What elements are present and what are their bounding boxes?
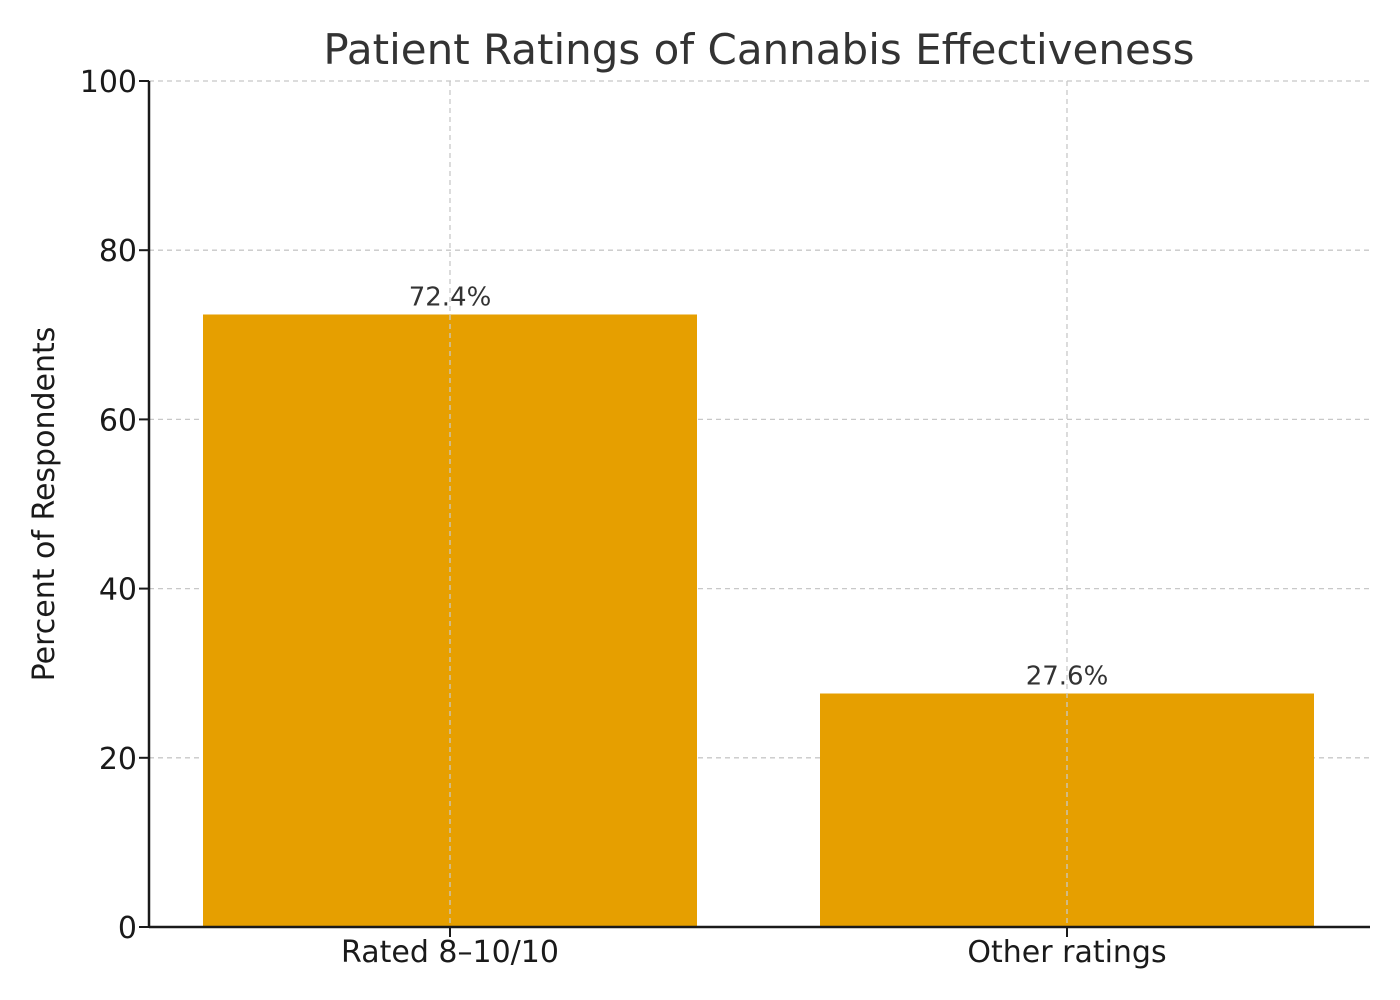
bar-data-label: 27.6%	[1026, 662, 1109, 692]
x-grid-layer	[449, 81, 1068, 927]
y-tick-label: 60	[99, 403, 137, 438]
y-tick-label: 80	[99, 234, 137, 269]
y-tick-label: 40	[99, 573, 137, 608]
y-axis-label: Percent of Respondents	[27, 327, 62, 682]
labels-layer: 0 20 40 60 80 100 Rated 8–10/10 Other ratings 72…	[80, 65, 1167, 970]
bars-layer	[203, 314, 1314, 928]
x-tick-label: Rated 8–10/10	[341, 935, 559, 970]
y-tick-label: 20	[99, 742, 137, 777]
y-tick-label: 100	[80, 65, 137, 100]
y-tick-label: 0	[118, 911, 137, 946]
bar-data-label: 72.4%	[409, 282, 492, 312]
axes-layer	[139, 80, 1370, 937]
chart-title: Patient Ratings of Cannabis Effectivenes…	[323, 25, 1194, 74]
x-tick-label: Other ratings	[967, 935, 1166, 970]
